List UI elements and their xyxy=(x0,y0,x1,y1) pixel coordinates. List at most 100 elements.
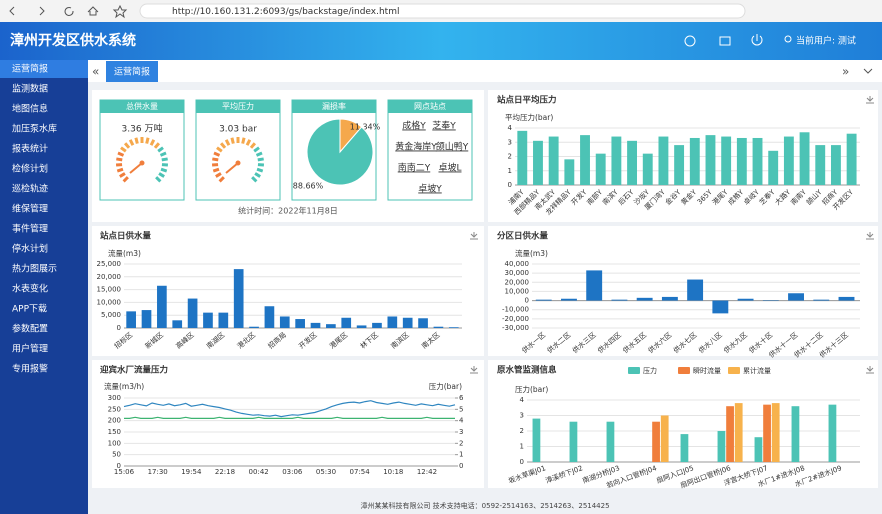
menu-item[interactable]: 检修计划 xyxy=(12,163,48,175)
bar xyxy=(326,324,336,328)
bar xyxy=(642,153,653,185)
address-bar[interactable] xyxy=(139,3,746,19)
menu-item[interactable]: 用户管理 xyxy=(12,343,48,355)
y-tick-label: -10,000 xyxy=(502,306,529,314)
menu-item[interactable]: 参数配置 xyxy=(12,323,48,335)
station-link[interactable]: 卓坡Y xyxy=(418,183,442,195)
power-icon[interactable] xyxy=(751,34,763,46)
legend-label: 累计流量 xyxy=(743,366,771,375)
gauge-tick xyxy=(117,151,125,157)
y-tick-label: 15,000 xyxy=(97,286,122,294)
app-header xyxy=(0,22,882,60)
y-axis-label: 平均压力(bar) xyxy=(505,112,553,122)
gauge-tick xyxy=(153,142,161,149)
user-name[interactable]: 当前用户: 测试 xyxy=(796,35,856,47)
panel xyxy=(92,360,484,488)
download-icon[interactable] xyxy=(470,366,478,374)
menu-item[interactable]: 热力图展示 xyxy=(12,263,57,275)
download-icon[interactable] xyxy=(866,96,874,104)
tab-prev[interactable]: « xyxy=(92,65,99,79)
menu-item[interactable]: 水表变化 xyxy=(12,283,48,295)
menu-item[interactable]: 事件管理 xyxy=(12,223,48,235)
card-header xyxy=(292,100,376,113)
y-tick-label: 4 xyxy=(508,124,513,132)
bar xyxy=(658,136,669,185)
card-title: 网点站点 xyxy=(414,101,446,111)
menu-item[interactable]: 维保管理 xyxy=(12,203,48,215)
x-tick-label: 07:54 xyxy=(350,468,371,476)
gauge-tick xyxy=(219,142,227,149)
tab-menu[interactable] xyxy=(863,68,873,74)
menu-active xyxy=(0,60,88,78)
legend-swatch xyxy=(728,367,740,374)
station-link[interactable]: 南南二Y xyxy=(398,162,431,174)
card-header xyxy=(196,100,280,113)
tab-next[interactable]: » xyxy=(842,65,849,79)
download-icon[interactable] xyxy=(866,232,874,240)
menu-item[interactable]: 停水计划 xyxy=(12,243,48,255)
home[interactable] xyxy=(87,6,99,16)
station-link[interactable]: 卓坡L xyxy=(438,162,461,174)
bar xyxy=(636,297,653,301)
menu-item[interactable]: APP下载 xyxy=(12,303,47,315)
nav-arrows[interactable] xyxy=(9,6,45,16)
menu-item[interactable]: 运营简报 xyxy=(12,63,48,75)
x-tick-label: 03:06 xyxy=(282,468,303,476)
download-icon[interactable] xyxy=(866,366,874,374)
y-tick-label: 150 xyxy=(108,428,121,436)
camera-icon[interactable] xyxy=(719,36,731,46)
x-tick-label: 15:06 xyxy=(114,468,135,476)
card-title: 漏损率 xyxy=(322,101,346,111)
gauge-tick xyxy=(216,146,223,153)
card-title: 总供水量 xyxy=(126,101,158,111)
menu-item[interactable]: 监测数据 xyxy=(12,83,48,95)
star[interactable] xyxy=(112,4,128,19)
bar xyxy=(126,311,136,328)
station-link[interactable]: 芝奉Y xyxy=(432,120,456,132)
bar xyxy=(754,437,763,462)
x-tick-label: 22:18 xyxy=(215,468,235,476)
gauge-tick xyxy=(122,176,129,183)
legend-swatch xyxy=(678,367,690,374)
pie-slice xyxy=(306,118,374,186)
bar xyxy=(828,404,837,462)
download-icon[interactable] xyxy=(470,232,478,240)
bar xyxy=(172,320,183,328)
gauge-tick xyxy=(230,137,235,144)
bar xyxy=(721,136,732,185)
bar xyxy=(768,150,779,185)
bar xyxy=(561,298,577,301)
bar xyxy=(595,153,606,185)
y-tick-label: 1 xyxy=(520,443,524,451)
menu-item[interactable]: 加压泵水库 xyxy=(12,123,57,135)
stat-time: 统计时间：2022年11月8日 xyxy=(238,206,338,216)
station-link[interactable]: 颌山鸭Y xyxy=(436,141,469,153)
gauge-tick xyxy=(159,151,167,157)
y-tick-label: 3 xyxy=(508,138,512,146)
bar xyxy=(799,132,810,185)
y2-tick-label: 3 xyxy=(459,428,463,436)
bar xyxy=(218,312,229,328)
station-link[interactable]: 黄金海岸Y xyxy=(395,141,437,153)
y-tick-label: 0 xyxy=(508,181,512,189)
bar xyxy=(815,145,826,185)
menu-item[interactable]: 巡检轨迹 xyxy=(12,183,48,195)
menu-item[interactable]: 报表统计 xyxy=(12,143,48,155)
y-tick-label: 0 xyxy=(520,458,524,466)
bar xyxy=(606,421,615,462)
refresh-icon[interactable] xyxy=(684,35,696,47)
gauge-tick xyxy=(128,139,135,146)
gauge-tick xyxy=(251,176,258,183)
menu-item[interactable]: 地图信息 xyxy=(12,103,48,115)
bar xyxy=(233,269,244,328)
gauge-tick xyxy=(155,176,162,183)
bar xyxy=(687,279,704,301)
station-link[interactable]: 成格Y xyxy=(402,120,426,132)
gauge-tick xyxy=(212,167,220,173)
y-tick-label: 0 xyxy=(117,324,121,332)
menu-item[interactable]: 专用报警 xyxy=(12,363,48,375)
bar xyxy=(157,285,167,328)
tab[interactable] xyxy=(106,61,158,82)
gauge-tick xyxy=(224,139,231,146)
reload[interactable] xyxy=(64,7,74,16)
